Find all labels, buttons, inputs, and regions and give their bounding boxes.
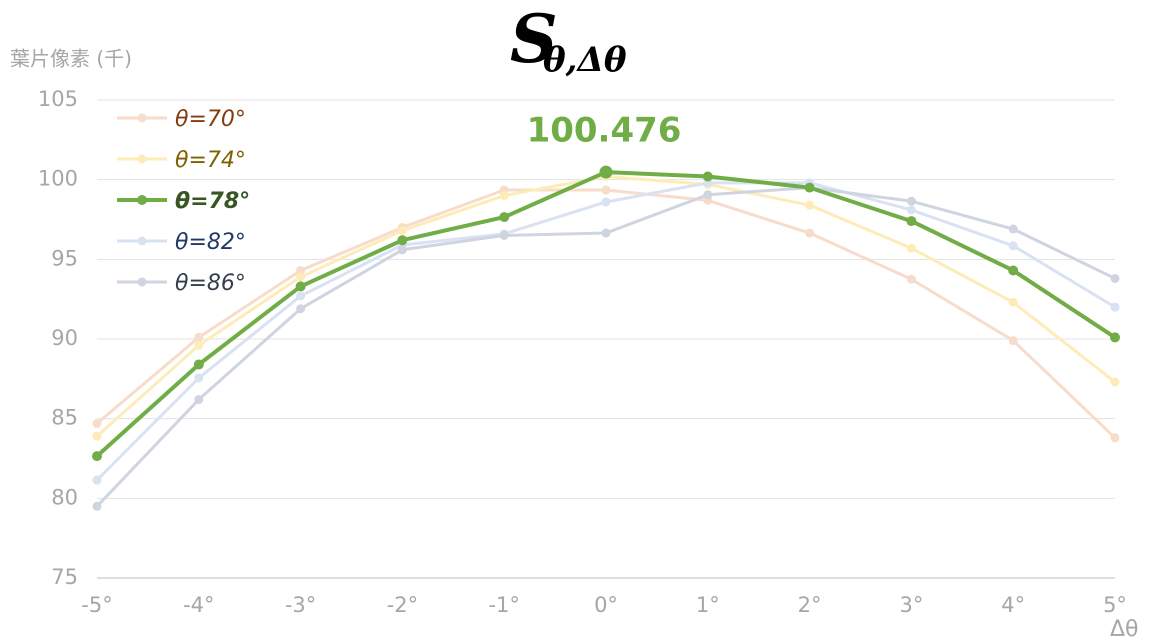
legend-label: θ=70° — [175, 107, 246, 132]
data-point — [1110, 332, 1120, 343]
data-point — [499, 191, 509, 201]
data-point — [194, 373, 204, 383]
series-line — [95, 181, 1116, 482]
y-tick-label: 75 — [51, 565, 78, 589]
data-point — [193, 359, 204, 370]
data-point — [499, 230, 509, 240]
y-tick-label: 105 — [38, 87, 78, 111]
data-point — [805, 228, 815, 238]
x-tick-label: 5° — [1103, 593, 1127, 617]
data-point — [92, 475, 102, 485]
legend-marker — [137, 195, 147, 205]
x-axis-label: Δθ — [1110, 617, 1139, 642]
legend-label: θ=82° — [175, 230, 246, 255]
x-tick-label: -2° — [387, 593, 418, 617]
data-point — [703, 190, 713, 200]
x-tick-label: -3° — [285, 593, 316, 617]
legend-label: θ=78° — [175, 189, 250, 214]
data-point — [92, 451, 102, 462]
data-point — [194, 340, 204, 350]
data-point — [296, 291, 306, 301]
legend-label: θ=74° — [175, 148, 246, 173]
x-tick-label: 0° — [594, 593, 618, 617]
data-point — [296, 304, 306, 314]
x-tick-label: 2° — [798, 593, 822, 617]
data-point — [295, 281, 306, 292]
data-point — [92, 418, 102, 428]
data-point — [805, 200, 815, 210]
data-point — [906, 196, 916, 206]
x-tick-label: -1° — [488, 593, 519, 617]
data-point — [906, 274, 916, 284]
x-tick-label: -5° — [81, 593, 112, 617]
data-point — [601, 228, 611, 238]
data-point — [194, 395, 204, 405]
data-point — [1110, 302, 1120, 312]
data-point — [397, 235, 408, 246]
x-tick-label: 3° — [899, 593, 923, 617]
data-point — [296, 272, 306, 282]
y-tick-label: 100 — [38, 167, 78, 191]
data-point — [906, 205, 916, 215]
data-point — [599, 165, 613, 179]
data-point — [1008, 265, 1019, 276]
data-point — [1008, 224, 1018, 234]
data-point — [906, 243, 916, 253]
legend-marker — [137, 236, 147, 246]
data-point — [906, 216, 917, 227]
chart-title-subscript: θ,Δθ — [543, 40, 627, 80]
data-point — [804, 182, 815, 193]
chart-title: S — [510, 0, 558, 78]
x-tick-label: -4° — [183, 593, 214, 617]
legend-marker — [137, 154, 147, 164]
data-point — [1008, 241, 1018, 251]
x-tick-label: 4° — [1001, 593, 1025, 617]
data-point — [296, 265, 306, 275]
data-point — [499, 212, 510, 223]
data-point — [92, 431, 102, 441]
legend-marker — [137, 113, 147, 123]
data-point — [92, 501, 102, 511]
data-point — [601, 185, 611, 195]
data-point — [397, 245, 407, 255]
data-point — [1110, 377, 1120, 387]
data-point — [702, 171, 713, 182]
data-point — [1110, 273, 1120, 283]
y-tick-label: 85 — [51, 406, 78, 430]
legend-marker — [137, 277, 147, 287]
y-tick-label: 95 — [51, 246, 78, 270]
y-axis-label: 葉片像素 (千) — [10, 47, 132, 71]
x-tick-label: 1° — [696, 593, 720, 617]
data-point — [194, 332, 204, 342]
data-point — [1110, 433, 1120, 443]
data-point — [601, 197, 611, 207]
annotation: 100.476 — [527, 111, 682, 151]
legend-label: θ=86° — [175, 271, 246, 296]
data-point — [1008, 297, 1018, 307]
data-point — [1008, 336, 1018, 346]
y-tick-label: 80 — [51, 485, 78, 509]
data-point — [397, 226, 407, 236]
y-tick-label: 90 — [51, 326, 78, 350]
